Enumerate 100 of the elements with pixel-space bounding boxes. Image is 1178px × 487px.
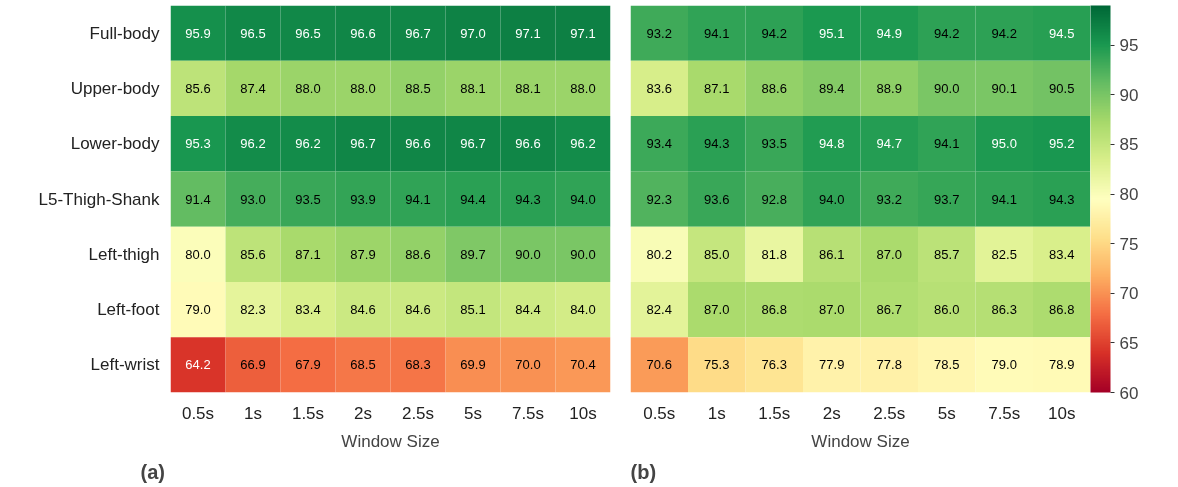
data-label: 88.1: [460, 80, 486, 96]
data-label: 77.9: [819, 357, 845, 373]
data-label: 86.8: [1049, 302, 1075, 318]
data-label: 84.6: [350, 302, 376, 318]
data-label: 90.0: [515, 246, 541, 262]
data-label: 95.3: [185, 136, 211, 152]
x-tick-label: 0.5s: [643, 403, 676, 423]
data-label: 93.2: [646, 25, 672, 41]
data-label: 87.0: [704, 302, 730, 318]
data-label: 96.7: [405, 25, 431, 41]
data-label: 96.5: [240, 25, 266, 41]
data-label: 90.0: [934, 80, 960, 96]
x-tick-label: 5s: [937, 403, 956, 423]
data-label: 86.8: [761, 302, 787, 318]
data-label: 96.7: [460, 136, 486, 152]
y-tick-label: Left-thigh: [88, 244, 160, 264]
data-label: 95.1: [819, 25, 845, 41]
x-axis-title: Window Size: [341, 431, 440, 451]
data-label: 82.4: [646, 302, 672, 318]
x-tick-label: 7.5s: [511, 403, 545, 423]
data-label: 94.2: [761, 25, 787, 41]
data-label: 94.8: [819, 136, 845, 152]
data-label: 88.6: [405, 246, 431, 262]
data-label: 96.6: [515, 136, 541, 152]
x-tick-label: 2s: [354, 403, 372, 423]
data-label: 87.0: [876, 246, 902, 262]
x-tick-label: 10s: [1048, 403, 1076, 423]
data-label: 96.6: [350, 25, 376, 41]
x-tick-label: 0.5s: [181, 403, 215, 423]
data-label: 85.7: [934, 246, 960, 262]
data-label: 93.5: [295, 191, 321, 207]
data-label: 86.1: [819, 246, 845, 262]
data-label: 95.9: [185, 25, 211, 41]
x-tick-label: 2s: [822, 403, 841, 423]
x-tick-label: 10s: [569, 403, 597, 423]
data-label: 83.6: [646, 80, 672, 96]
data-label: 64.2: [185, 357, 211, 373]
data-label: 97.1: [515, 25, 541, 41]
data-label: 86.3: [991, 302, 1017, 318]
color-bar-label: 70: [1119, 284, 1139, 304]
data-label: 87.1: [704, 80, 730, 96]
data-label: 92.8: [761, 191, 787, 207]
data-label: 93.2: [876, 191, 902, 207]
x-tick-label: 1s: [244, 403, 262, 423]
data-label: 85.1: [460, 302, 486, 318]
data-label: 87.0: [819, 302, 845, 318]
data-label: 78.9: [1049, 357, 1075, 373]
data-label: 78.5: [934, 357, 960, 373]
data-label: 77.8: [876, 357, 902, 373]
data-label: 94.3: [704, 136, 730, 152]
x-tick-label: 1.5s: [291, 403, 325, 423]
data-label: 86.7: [876, 302, 902, 318]
data-label: 94.1: [704, 25, 730, 41]
data-label: 96.6: [405, 136, 431, 152]
y-tick-label: Left-foot: [97, 300, 160, 320]
data-label: 94.0: [819, 191, 845, 207]
color-bar-label: 75: [1119, 234, 1139, 254]
data-label: 90.5: [1049, 80, 1075, 96]
color-bar-label: 65: [1119, 333, 1139, 353]
data-label: 91.4: [185, 191, 211, 207]
x-tick-label: 1s: [707, 403, 726, 423]
data-label: 79.0: [185, 302, 211, 318]
data-label: 68.5: [350, 357, 376, 373]
y-tick-label: Left-wrist: [90, 355, 160, 375]
data-label: 84.4: [515, 302, 541, 318]
x-axis-title: Window Size: [811, 431, 910, 451]
color-bar-label: 85: [1119, 135, 1139, 155]
data-label: 67.9: [295, 357, 321, 373]
x-tick-label: 7.5s: [988, 403, 1021, 423]
data-label: 79.0: [991, 357, 1017, 373]
data-label: 88.0: [350, 80, 376, 96]
data-label: 93.9: [350, 191, 376, 207]
x-tick-label: 5s: [464, 403, 482, 423]
data-label: 70.0: [515, 357, 541, 373]
data-label: 69.9: [460, 357, 486, 373]
x-tick-label: 2.5s: [873, 403, 906, 423]
data-label: 94.1: [991, 191, 1017, 207]
data-label: 68.3: [405, 357, 431, 373]
data-label: 66.9: [240, 357, 266, 373]
data-label: 70.4: [570, 357, 596, 373]
text: (a): [140, 460, 165, 483]
data-label: 70.6: [646, 357, 672, 373]
y-tick-label: L5-Thigh-Shank: [38, 189, 160, 209]
data-label: 82.5: [991, 246, 1017, 262]
data-label: 92.3: [646, 191, 672, 207]
data-label: 96.5: [295, 25, 321, 41]
data-label: 93.0: [240, 191, 266, 207]
data-label: 94.3: [515, 191, 541, 207]
data-label: 84.6: [405, 302, 431, 318]
data-label: 97.1: [570, 25, 596, 41]
x-tick-label: 2.5s: [401, 403, 435, 423]
data-label: 86.0: [934, 302, 960, 318]
text: (b): [630, 460, 657, 483]
data-label: 94.0: [570, 191, 596, 207]
y-tick-label: Upper-body: [70, 78, 160, 98]
color-bar-label: 60: [1119, 383, 1139, 403]
data-label: 76.3: [761, 357, 787, 373]
y-tick-label: Lower-body: [70, 134, 160, 154]
data-label: 94.3: [1049, 191, 1075, 207]
data-label: 85.0: [704, 246, 730, 262]
